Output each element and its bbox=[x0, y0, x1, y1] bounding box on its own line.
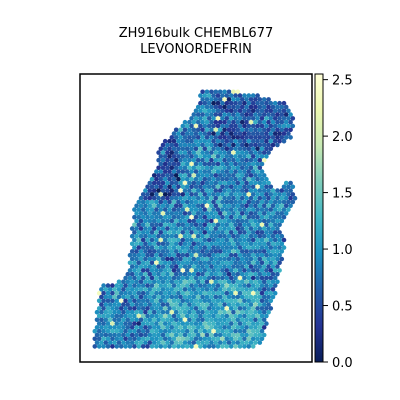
spot bbox=[123, 344, 128, 349]
spot bbox=[167, 344, 172, 349]
spot bbox=[233, 344, 238, 349]
spot bbox=[258, 340, 263, 345]
colorbar-ticks: 0.0 0.5 1.0 1.5 2.0 2.5 bbox=[323, 74, 353, 371]
spot bbox=[172, 344, 177, 349]
spot bbox=[137, 344, 142, 349]
spot bbox=[110, 344, 115, 349]
spot bbox=[159, 344, 164, 349]
spot bbox=[242, 344, 247, 349]
spot bbox=[203, 344, 208, 349]
spot bbox=[141, 344, 146, 349]
spot bbox=[154, 344, 159, 349]
colorbar-tick-label: 0.0 bbox=[332, 356, 353, 371]
colorbar-tick-label: 2.5 bbox=[332, 74, 353, 89]
spot bbox=[251, 344, 256, 349]
spot bbox=[115, 344, 120, 349]
spot bbox=[207, 344, 212, 349]
spot bbox=[150, 344, 155, 349]
spot bbox=[163, 344, 168, 349]
colorbar-tick-label: 1.5 bbox=[332, 187, 353, 202]
spot-layer bbox=[93, 90, 298, 349]
spot bbox=[119, 344, 124, 349]
spot bbox=[101, 344, 106, 349]
spot bbox=[93, 344, 98, 349]
spot bbox=[282, 139, 287, 144]
colorbar bbox=[315, 74, 323, 362]
spot bbox=[216, 344, 221, 349]
spot bbox=[225, 344, 230, 349]
spot bbox=[211, 344, 216, 349]
spot bbox=[229, 344, 234, 349]
spot bbox=[176, 344, 181, 349]
spot bbox=[189, 344, 194, 349]
spot bbox=[247, 344, 252, 349]
spot bbox=[106, 344, 111, 349]
spot bbox=[132, 344, 137, 349]
colorbar-tick-label: 1.0 bbox=[332, 243, 353, 258]
spot bbox=[275, 143, 280, 148]
spot bbox=[185, 344, 190, 349]
spot bbox=[128, 344, 133, 349]
spot bbox=[198, 344, 203, 349]
spot bbox=[97, 344, 102, 349]
spot bbox=[238, 344, 243, 349]
spot bbox=[288, 135, 293, 140]
spot bbox=[181, 344, 186, 349]
spot bbox=[145, 344, 150, 349]
spot bbox=[220, 344, 225, 349]
spot bbox=[194, 344, 199, 349]
colorbar-tick-label: 2.0 bbox=[332, 130, 353, 145]
colorbar-tick-label: 0.5 bbox=[332, 300, 353, 315]
